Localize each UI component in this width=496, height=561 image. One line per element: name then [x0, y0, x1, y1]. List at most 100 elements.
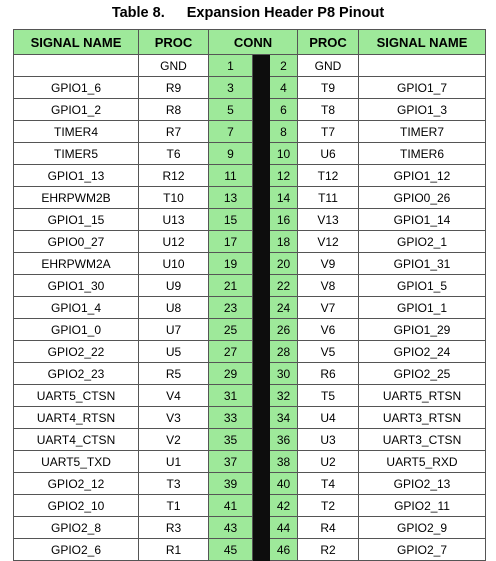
proc-left-cell: T6 [138, 142, 209, 165]
pin-odd-cell: 11 [208, 164, 253, 187]
signal-name-left-cell: EHRPWM2A [13, 252, 139, 275]
pin-odd-cell: 5 [208, 98, 253, 121]
signal-name-right-cell: GPIO1_14 [358, 208, 486, 231]
proc-left-cell: U7 [138, 318, 209, 341]
pin-even-cell: 12 [269, 164, 298, 187]
connector-divider [252, 384, 270, 407]
pin-even-cell: 44 [269, 516, 298, 539]
signal-name-right-cell [358, 54, 486, 77]
proc-right-cell: U3 [297, 428, 359, 451]
pin-odd-cell: 31 [208, 384, 253, 407]
signal-name-right-cell: UART3_RTSN [358, 406, 486, 429]
signal-name-right-cell: GPIO1_5 [358, 274, 486, 297]
table-row: GPIO1_6 R9 3 4 T9 GPIO1_7 [13, 76, 486, 99]
table-row: GPIO2_12 T3 39 40 T4 GPIO2_13 [13, 472, 486, 495]
proc-left-cell: R7 [138, 120, 209, 143]
pin-even-cell: 40 [269, 472, 298, 495]
connector-divider [252, 76, 270, 99]
connector-divider [252, 538, 270, 561]
proc-left-cell: R8 [138, 98, 209, 121]
connector-divider [252, 318, 270, 341]
signal-name-right-cell: GPIO2_13 [358, 472, 486, 495]
proc-right-cell: T7 [297, 120, 359, 143]
pin-odd-cell: 37 [208, 450, 253, 473]
pin-odd-cell: 13 [208, 186, 253, 209]
table-body: GND 1 2 GND GPIO1_6 R9 3 4 T9 GPIO1_7 GPIO1_2 R8 5 6 T… [13, 54, 486, 561]
connector-divider [252, 230, 270, 253]
proc-right-cell: V5 [297, 340, 359, 363]
proc-left-cell: V3 [138, 406, 209, 429]
signal-name-right-cell: GPIO2_1 [358, 230, 486, 253]
pin-even-cell: 26 [269, 318, 298, 341]
pin-even-cell: 10 [269, 142, 298, 165]
table-row: UART5_CTSN V4 31 32 T5 UART5_RTSN [13, 384, 486, 407]
connector-divider [252, 428, 270, 451]
signal-name-left-cell: GPIO2_12 [13, 472, 139, 495]
signal-name-right-cell: UART5_RXD [358, 450, 486, 473]
connector-divider [252, 54, 270, 77]
pin-even-cell: 2 [269, 54, 298, 77]
table-row: GPIO2_22 U5 27 28 V5 GPIO2_24 [13, 340, 486, 363]
connector-divider [252, 406, 270, 429]
connector-divider [252, 120, 270, 143]
signal-name-right-cell: GPIO2_7 [358, 538, 486, 561]
proc-left-cell: U1 [138, 450, 209, 473]
proc-left-cell: R3 [138, 516, 209, 539]
table-row: UART5_TXD U1 37 38 U2 UART5_RXD [13, 450, 486, 473]
pin-odd-cell: 33 [208, 406, 253, 429]
pin-odd-cell: 23 [208, 296, 253, 319]
table-row: UART4_CTSN V2 35 36 U3 UART3_CTSN [13, 428, 486, 451]
table-row: TIMER4 R7 7 8 T7 TIMER7 [13, 120, 486, 143]
proc-right-cell: T11 [297, 186, 359, 209]
proc-right-cell: R6 [297, 362, 359, 385]
proc-right-cell: V8 [297, 274, 359, 297]
signal-name-left-cell: UART4_RTSN [13, 406, 139, 429]
proc-right-cell: V13 [297, 208, 359, 231]
signal-name-right-cell: GPIO2_24 [358, 340, 486, 363]
proc-right-cell: T2 [297, 494, 359, 517]
header-proc-right: PROC [297, 29, 359, 55]
header-proc-left: PROC [138, 29, 209, 55]
signal-name-right-cell: TIMER6 [358, 142, 486, 165]
table-row: GPIO1_2 R8 5 6 T8 GPIO1_3 [13, 98, 486, 121]
table-row: TIMER5 T6 9 10 U6 TIMER6 [13, 142, 486, 165]
proc-right-cell: R4 [297, 516, 359, 539]
signal-name-right-cell: GPIO1_7 [358, 76, 486, 99]
table-title: Expansion Header P8 Pinout [186, 5, 385, 21]
signal-name-left-cell: TIMER4 [13, 120, 139, 143]
pin-even-cell: 6 [269, 98, 298, 121]
signal-name-left-cell: UART4_CTSN [13, 428, 139, 451]
table-caption: Table 8. Expansion Header P8 Pinout [0, 3, 496, 23]
connector-divider [252, 472, 270, 495]
table-row: GND 1 2 GND [13, 54, 486, 77]
pin-odd-cell: 15 [208, 208, 253, 231]
signal-name-left-cell: GPIO1_2 [13, 98, 139, 121]
table-row: GPIO2_10 T1 41 42 T2 GPIO2_11 [13, 494, 486, 517]
connector-divider [252, 450, 270, 473]
pin-even-cell: 8 [269, 120, 298, 143]
table-row: EHRPWM2A U10 19 20 V9 GPIO1_31 [13, 252, 486, 275]
proc-right-cell: V6 [297, 318, 359, 341]
signal-name-right-cell: GPIO2_9 [358, 516, 486, 539]
pin-odd-cell: 25 [208, 318, 253, 341]
pin-even-cell: 30 [269, 362, 298, 385]
pinout-table: SIGNAL NAME PROC CONN PROC SIGNAL NAME G… [13, 29, 486, 561]
proc-left-cell: R5 [138, 362, 209, 385]
pin-odd-cell: 41 [208, 494, 253, 517]
signal-name-right-cell: GPIO0_26 [358, 186, 486, 209]
connector-divider [252, 516, 270, 539]
proc-left-cell: T1 [138, 494, 209, 517]
signal-name-left-cell [13, 54, 139, 77]
proc-left-cell: V2 [138, 428, 209, 451]
pin-even-cell: 36 [269, 428, 298, 451]
pin-odd-cell: 7 [208, 120, 253, 143]
connector-divider [252, 274, 270, 297]
signal-name-left-cell: UART5_TXD [13, 450, 139, 473]
signal-name-right-cell: GPIO1_31 [358, 252, 486, 275]
signal-name-right-cell: UART5_RTSN [358, 384, 486, 407]
proc-right-cell: U6 [297, 142, 359, 165]
signal-name-left-cell: GPIO1_6 [13, 76, 139, 99]
connector-divider [252, 252, 270, 275]
signal-name-left-cell: GPIO2_10 [13, 494, 139, 517]
pin-odd-cell: 21 [208, 274, 253, 297]
